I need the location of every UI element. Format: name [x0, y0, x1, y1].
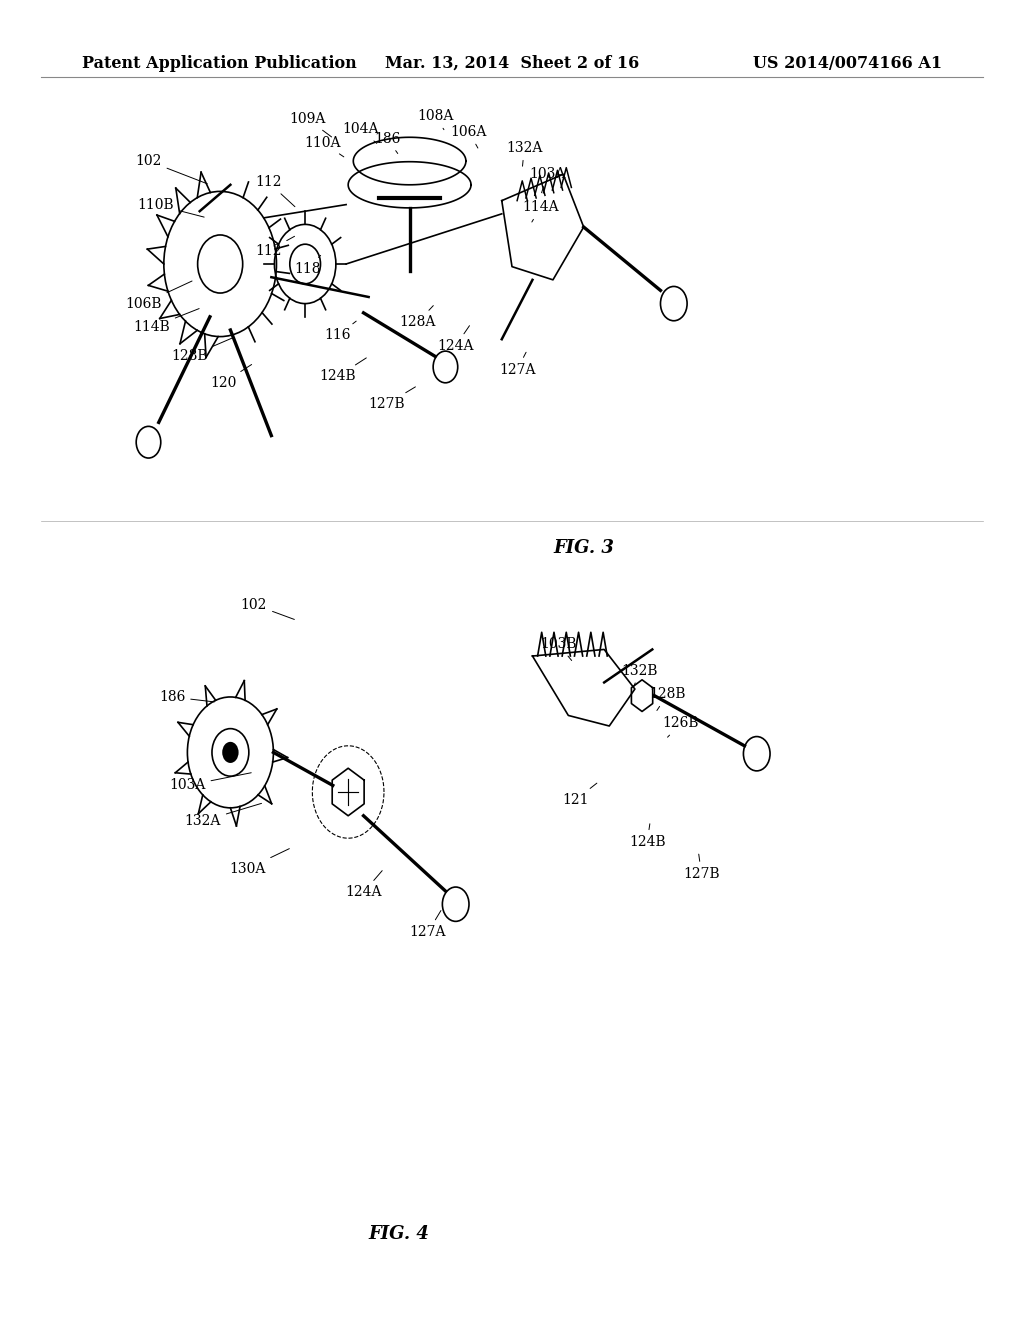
Text: 132B: 132B [622, 664, 658, 686]
Circle shape [433, 351, 458, 383]
Text: Patent Application Publication: Patent Application Publication [82, 55, 356, 71]
Text: 128B: 128B [649, 688, 686, 710]
Circle shape [743, 737, 770, 771]
Text: 127A: 127A [499, 352, 536, 376]
Text: 128B: 128B [171, 338, 233, 363]
Text: 127B: 127B [683, 854, 720, 880]
Text: 186: 186 [374, 132, 400, 153]
Text: 124A: 124A [437, 326, 474, 352]
Text: 128A: 128A [399, 306, 436, 329]
Text: 186: 186 [159, 690, 214, 704]
Text: 118: 118 [294, 256, 321, 276]
Text: 103A: 103A [169, 772, 251, 792]
Text: 102: 102 [135, 154, 207, 183]
Circle shape [442, 887, 469, 921]
Text: 124B: 124B [319, 358, 367, 383]
Text: 110A: 110A [304, 136, 344, 157]
Text: 124A: 124A [345, 871, 382, 899]
Text: 103B: 103B [540, 638, 577, 660]
Text: 108A: 108A [417, 110, 454, 129]
Text: 112: 112 [255, 236, 295, 257]
Text: 124B: 124B [629, 824, 666, 849]
Text: 114A: 114A [522, 201, 559, 222]
Circle shape [222, 742, 239, 763]
Text: 127B: 127B [369, 387, 416, 411]
Text: 120: 120 [210, 364, 252, 389]
Text: Mar. 13, 2014  Sheet 2 of 16: Mar. 13, 2014 Sheet 2 of 16 [385, 55, 639, 71]
Text: 106B: 106B [125, 281, 193, 310]
Text: 127A: 127A [410, 911, 446, 939]
Text: 104A: 104A [342, 123, 379, 144]
Text: 106A: 106A [451, 125, 487, 148]
Text: 102: 102 [241, 598, 294, 619]
Text: 109A: 109A [289, 112, 332, 137]
Text: 112: 112 [255, 176, 295, 207]
Text: 116: 116 [325, 321, 356, 342]
Text: 103A: 103A [529, 168, 566, 193]
Text: 121: 121 [562, 783, 597, 807]
Text: 110B: 110B [137, 198, 204, 216]
Text: 132A: 132A [184, 804, 261, 828]
Circle shape [660, 286, 687, 321]
Text: US 2014/0074166 A1: US 2014/0074166 A1 [753, 55, 942, 71]
Text: 126B: 126B [663, 717, 699, 737]
Text: 114B: 114B [133, 309, 199, 334]
Text: 132A: 132A [506, 141, 543, 166]
Text: FIG. 4: FIG. 4 [369, 1225, 429, 1243]
Text: 130A: 130A [229, 849, 290, 875]
Text: FIG. 3: FIG. 3 [553, 539, 613, 557]
Circle shape [136, 426, 161, 458]
